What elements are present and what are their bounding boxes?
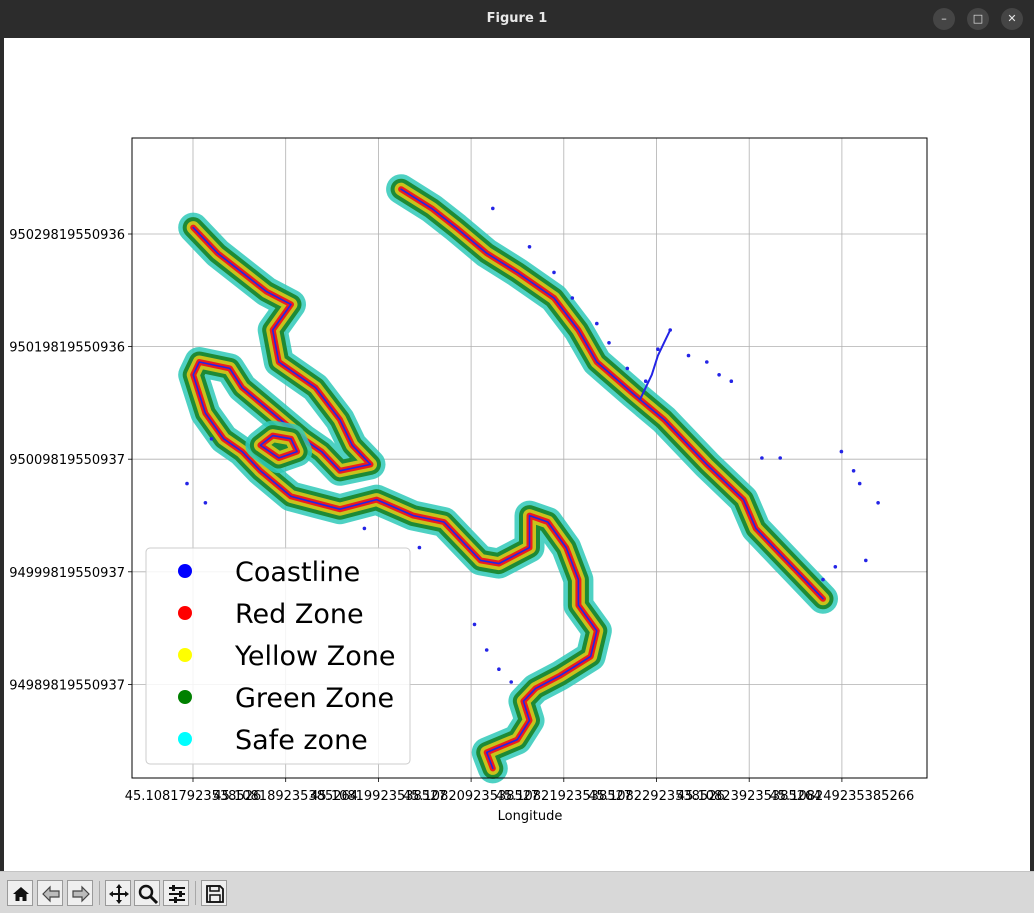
coastline-point: [570, 296, 575, 300]
close-button[interactable]: ✕: [1001, 8, 1023, 30]
x-tick-label: 45.108189235385264: [213, 789, 358, 804]
legend-marker: [178, 564, 192, 578]
x-tick-label: 45.10817923538526: [125, 789, 261, 804]
coastline-point: [607, 341, 611, 345]
coastline-point: [643, 379, 648, 384]
home-icon: [13, 887, 29, 901]
coastline-point: [417, 545, 422, 550]
coastline-point: [509, 680, 513, 684]
coastline-point: [552, 270, 556, 275]
coastline-point: [527, 245, 532, 249]
zone-bands: [178, 174, 838, 784]
zoom-button[interactable]: [134, 880, 160, 906]
legend-label: Safe zone: [235, 725, 368, 756]
inner-loop-coastline-line: [259, 434, 298, 459]
legend-label: Red Zone: [235, 599, 364, 630]
x-axis-label: Longitude: [498, 809, 563, 824]
forward-icon: [72, 885, 90, 903]
home-button[interactable]: [7, 880, 33, 906]
zoom-icon: [138, 884, 159, 905]
legend-box: [145, 547, 411, 765]
figure-canvas[interactable]: 45.10817923538526 45.108189235385264 45.10…: [4, 38, 1030, 871]
coastline-point: [705, 360, 709, 364]
coastline-point: [656, 347, 660, 352]
legend-label: Yellow Zone: [234, 641, 395, 672]
navigation-toolbar: [0, 871, 1034, 913]
x-tick-label: 45.10821923538527: [496, 789, 632, 804]
y-tick-label: 94989819550937: [9, 678, 125, 693]
y-tick-label: 94999819550937: [9, 566, 125, 581]
coastline-point: [857, 481, 862, 486]
coastline-point: [472, 622, 477, 627]
minimize-button[interactable]: –: [933, 8, 955, 30]
y-tick-label: 95029819550936: [9, 228, 125, 243]
scatter-points: [185, 206, 880, 684]
pan-button[interactable]: [105, 880, 131, 906]
pan-icon: [109, 884, 129, 904]
right-coast-coastline-line: [400, 188, 824, 600]
plot-frame: [131, 137, 928, 779]
legend-label: Coastline: [235, 557, 360, 588]
coastline-point: [595, 321, 599, 326]
x-tick-label: 45.108249235385266: [770, 789, 915, 804]
toolbar-separator: [99, 881, 100, 905]
coastline-point: [484, 648, 489, 652]
legend-label: Green Zone: [235, 683, 394, 714]
coastline-point: [833, 565, 838, 569]
coastline-point: [209, 437, 214, 441]
x-tick-label: 45.10819923538527: [310, 789, 446, 804]
x-tick-label: 45.10822923538526: [588, 789, 724, 804]
legend-marker: [178, 732, 192, 746]
left-coast-coastline-line: [192, 226, 598, 770]
save-button[interactable]: [201, 880, 227, 906]
coastline-point: [760, 456, 764, 460]
window-title: Figure 1: [486, 11, 548, 26]
coastline-point: [625, 366, 630, 371]
x-tick-label: 45.108239235385264: [677, 789, 822, 804]
coastline-point: [876, 501, 880, 505]
legend-marker: [178, 690, 192, 704]
legend-marker: [178, 606, 192, 620]
coastline-point: [864, 558, 868, 563]
coastline-point: [668, 328, 672, 332]
configure-button[interactable]: [163, 880, 189, 906]
coastline-point: [729, 379, 734, 384]
forward-button[interactable]: [67, 880, 93, 906]
maximize-button[interactable]: □: [967, 8, 989, 30]
coastline-point: [778, 456, 782, 460]
coastline-point: [839, 449, 844, 454]
window-titlebar[interactable]: Figure 1 – □ ✕: [0, 0, 1034, 38]
back-icon: [42, 885, 60, 903]
y-tick-label: 95019819550936: [9, 341, 125, 356]
chart-svg: 45.1081792353852645.10818923538526445.10…: [9, 137, 928, 824]
legend-marker: [178, 648, 192, 662]
configure-icon: [169, 885, 185, 903]
axis-ticks: 45.1081792353852645.10818923538526445.10…: [9, 228, 914, 804]
y-tick-label: 95009819550937: [9, 453, 125, 468]
coastline-point: [185, 481, 189, 486]
x-tick-label: 45.10820923538527: [403, 789, 539, 804]
coastline-point: [497, 667, 501, 671]
toolbar-separator: [195, 881, 196, 905]
coastline-point: [821, 577, 825, 582]
coastline-point: [717, 373, 721, 377]
coastline-point: [686, 353, 691, 358]
coastline-point: [362, 526, 367, 531]
save-icon: [206, 885, 224, 903]
back-button[interactable]: [37, 880, 63, 906]
coastline-point: [851, 469, 856, 473]
legend: Coastline Red Zone Yellow Zone Green Zone Sa…: [145, 547, 411, 765]
coastline-point: [491, 206, 495, 211]
coastline-point: [203, 501, 208, 505]
stream-line: [638, 329, 672, 401]
